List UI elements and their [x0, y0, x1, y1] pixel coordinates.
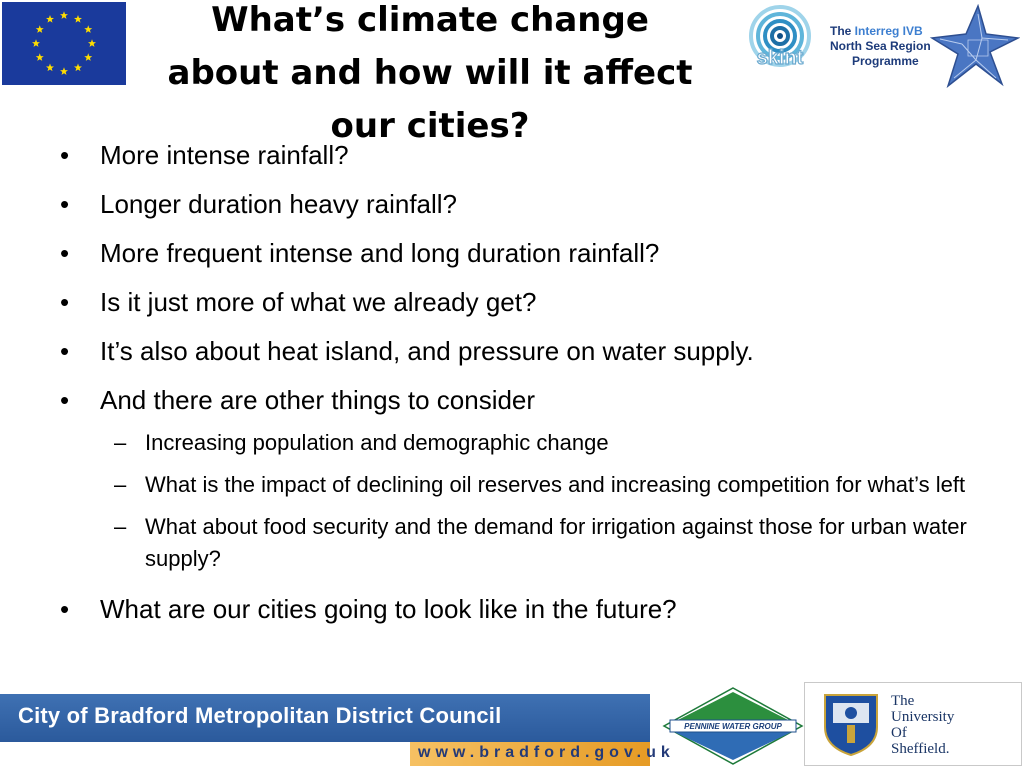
interreg-logo-text: The Interreg IVB North Sea Region Progra… [830, 24, 950, 69]
bullet-text: Longer duration heavy rainfall? [100, 189, 458, 219]
council-banner [0, 694, 650, 742]
bullet-list: • More intense rainfall? • Longer duration … [60, 140, 980, 624]
slide-title: What’s climate change about and how will… [167, 0, 693, 146]
bullet-text: And there are other things to consider [100, 385, 536, 415]
eu-star-icon [84, 53, 93, 61]
eu-star-icon [35, 25, 44, 33]
skint-logo-icon: skint [749, 5, 811, 70]
sheffield-shield-icon [824, 694, 878, 757]
bullet-marker: • [60, 287, 70, 317]
bullet-item: • Longer duration heavy rainfall? [60, 189, 980, 219]
slide-content: • More intense rainfall? • Longer duration … [60, 140, 980, 643]
interreg-line1-highlight: Interreg IVB [854, 24, 923, 38]
pennine-water-group-logo-icon: PENNINE WATER GROUP [662, 687, 804, 765]
eu-star-icon [88, 39, 96, 47]
bullet-marker: • [60, 594, 70, 624]
sub-bullet-text: What about food security and the demand … [145, 514, 967, 571]
bullet-item: • And there are other things to consider –… [60, 385, 980, 575]
eu-star-icon [60, 67, 68, 75]
eu-star-icon [60, 11, 68, 19]
bullet-item: • It’s also about heat island, and pressu… [60, 336, 980, 366]
sheffield-line2: University [891, 709, 955, 725]
eu-star-icon [46, 63, 54, 72]
bullet-item: • What are our cities going to look like … [60, 594, 980, 624]
interreg-line3: Programme [852, 54, 919, 68]
skint-logo-text: skint [757, 47, 804, 69]
bullet-text: More intense rainfall? [100, 140, 349, 170]
bullet-text: More frequent intense and long duration … [100, 238, 660, 268]
sub-bullet-item: – Increasing population and demographic c… [100, 427, 980, 459]
council-url: www.bradford.gov.uk [418, 744, 675, 761]
sub-bullet-item: – What about food security and the demand… [100, 511, 980, 575]
eu-stars [32, 11, 96, 75]
sub-bullet-item: – What is the impact of declining oil res… [100, 469, 980, 501]
bullet-marker: • [60, 140, 70, 170]
eu-star-icon [46, 15, 54, 23]
sheffield-line3: Of [891, 725, 907, 741]
sub-bullet-marker: – [114, 430, 127, 455]
sub-bullet-list: – Increasing population and demographic c… [100, 427, 980, 575]
bullet-item: • More frequent intense and long duration… [60, 238, 980, 268]
sheffield-line4: Sheffield. [891, 741, 950, 757]
bullet-marker: • [60, 189, 70, 219]
eu-star-icon [35, 53, 44, 61]
sub-bullet-marker: – [114, 514, 127, 539]
council-name: City of Bradford Metropolitan District C… [18, 703, 502, 728]
bullet-marker: • [60, 238, 70, 268]
bullet-marker: • [60, 336, 70, 366]
eu-star-icon [74, 63, 82, 72]
university-of-sheffield-logo: The University Of Sheffield. [804, 682, 1022, 766]
sub-bullet-text: What is the impact of declining oil rese… [145, 472, 966, 497]
council-url-strip [410, 742, 650, 766]
bullet-item: • Is it just more of what we already get? [60, 287, 980, 317]
bullet-marker: • [60, 385, 70, 415]
eu-star-icon [74, 15, 82, 23]
bullet-item: • More intense rainfall? [60, 140, 980, 170]
interreg-line2: North Sea Region [830, 39, 931, 53]
eu-star-icon [32, 39, 40, 47]
sheffield-line1: The [891, 693, 915, 709]
bullet-text: It’s also about heat island, and pressur… [100, 336, 754, 366]
starfish-icon [929, 4, 1020, 88]
bradford-council-logo: City of Bradford Metropolitan District C… [0, 690, 670, 768]
pennine-logo-text: PENNINE WATER GROUP [684, 722, 782, 731]
sub-bullet-text: Increasing population and demographic ch… [145, 430, 609, 455]
bullet-text: Is it just more of what we already get? [100, 287, 537, 317]
eu-flag-icon [2, 2, 126, 85]
sheffield-text: The University Of Sheffield. [891, 693, 1011, 757]
eu-star-icon [84, 25, 93, 33]
interreg-line1-pre: The [830, 24, 855, 38]
sub-bullet-marker: – [114, 472, 127, 497]
bullet-text: What are our cities going to look like i… [100, 594, 677, 624]
